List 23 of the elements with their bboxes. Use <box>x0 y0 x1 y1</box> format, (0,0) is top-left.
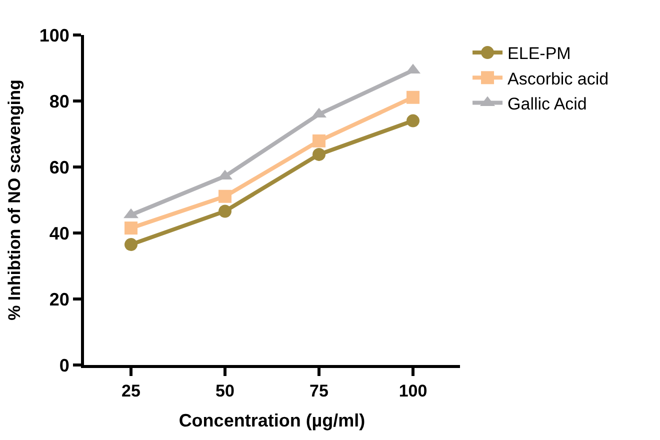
point <box>312 148 326 161</box>
y-tick-label: 20 <box>49 289 70 310</box>
point <box>218 204 232 218</box>
y-tick-label: 60 <box>49 157 70 178</box>
y-axis-title: % Inhibtion of NO scavenging <box>4 80 24 320</box>
y-tick-label: 0 <box>59 355 70 376</box>
y-tick-label: 80 <box>49 91 70 112</box>
x-tick-label: 100 <box>398 381 428 400</box>
point <box>124 238 138 252</box>
point <box>312 134 326 148</box>
point <box>406 90 420 104</box>
legend-label: ELE-PM <box>508 44 571 64</box>
x-tick-label: 50 <box>216 381 234 400</box>
legend-label: Gallic Acid <box>508 94 587 114</box>
point <box>218 190 232 203</box>
x-tick-label: 75 <box>310 381 328 400</box>
y-tick-label: 100 <box>39 25 70 46</box>
x-tick-label: 25 <box>122 381 140 400</box>
y-tick-label: 40 <box>49 223 70 244</box>
legend-label: Ascorbic acid <box>508 69 609 88</box>
point <box>124 222 138 235</box>
point <box>406 114 420 128</box>
x-axis-title: Concentration (µg/ml) <box>178 410 366 430</box>
